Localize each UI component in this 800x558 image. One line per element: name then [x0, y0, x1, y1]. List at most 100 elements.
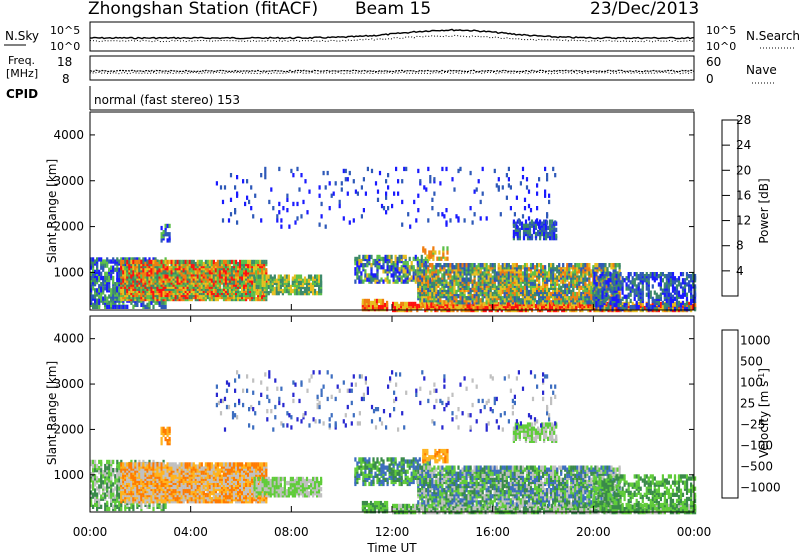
range-cell — [446, 246, 448, 250]
range-cell — [413, 275, 415, 279]
nsky-tick-low: 10^0 — [50, 40, 80, 53]
range-cell — [354, 257, 356, 261]
range-cell — [605, 307, 607, 311]
range-cell — [417, 294, 419, 298]
range-cell — [415, 255, 417, 259]
range-cell — [598, 263, 600, 267]
range-cell — [680, 303, 682, 307]
range-cell — [564, 290, 566, 294]
range-cell — [385, 255, 387, 259]
range-cell — [556, 265, 558, 269]
range-cell — [282, 277, 284, 281]
range-cell — [247, 260, 249, 264]
range-cell — [276, 287, 278, 291]
range-cell — [104, 276, 106, 280]
range-cell — [472, 280, 474, 284]
range-cell — [316, 291, 318, 295]
range-cell — [596, 263, 598, 267]
range-cell — [551, 232, 553, 236]
range-cell — [391, 267, 393, 271]
range-cell — [546, 292, 548, 296]
range-cell — [152, 278, 154, 282]
range-cell — [106, 276, 108, 280]
range-cell — [429, 269, 431, 273]
range-cell — [320, 279, 322, 283]
range-cell — [167, 274, 169, 278]
range-cell — [276, 279, 278, 283]
range-cell — [366, 273, 368, 277]
range-cell — [405, 261, 407, 265]
range-cell — [389, 255, 391, 259]
range-cell — [403, 255, 405, 259]
range-cell — [444, 257, 446, 261]
range-cell — [428, 250, 430, 254]
range-cell — [510, 284, 512, 288]
range-cell — [572, 280, 574, 284]
range-cell — [628, 293, 630, 297]
range-cell — [554, 273, 556, 277]
range-cell — [272, 291, 274, 295]
range-cell — [686, 272, 688, 276]
range-cell — [480, 298, 482, 302]
range-cell — [666, 280, 668, 284]
range-cell — [343, 169, 345, 173]
range-cell — [385, 179, 387, 183]
range-cell — [662, 289, 664, 293]
range-cell — [612, 297, 614, 301]
range-cell — [374, 280, 376, 284]
range-cell — [658, 282, 660, 286]
range-cell — [379, 171, 381, 175]
range-cell — [612, 307, 614, 311]
freq-tick-high: 18 — [57, 55, 72, 69]
range-cell — [508, 263, 510, 267]
range-cell — [376, 275, 378, 279]
range-cell — [672, 289, 674, 293]
cpid-mode: normal (fast stereo) 153 — [94, 93, 240, 107]
range-cell — [310, 275, 312, 279]
range-cell — [457, 300, 459, 304]
range-cell — [211, 278, 213, 282]
range-cell — [132, 272, 134, 276]
range-cell — [556, 294, 558, 298]
range-cell — [366, 263, 368, 267]
range-cell — [552, 275, 554, 279]
range-cell — [542, 300, 544, 304]
range-cell — [92, 278, 94, 282]
range-cell — [403, 273, 405, 277]
range-cell — [387, 280, 389, 284]
range-cell — [284, 275, 286, 279]
range-cell — [146, 303, 148, 307]
range-cell — [626, 305, 628, 309]
range-cell — [466, 275, 468, 279]
range-cell — [402, 302, 404, 306]
range-cell — [622, 286, 624, 290]
range-cell — [474, 280, 476, 284]
range-cell — [597, 301, 599, 305]
range-cell — [237, 297, 239, 301]
range-cell — [421, 255, 423, 259]
range-cell — [100, 292, 102, 296]
range-cell — [628, 302, 630, 306]
range-cell — [372, 273, 374, 277]
power-panel: 1000200030004000 Slant Range [km] 481216… — [45, 112, 771, 312]
range-cell — [300, 214, 302, 218]
range-cell — [108, 284, 110, 288]
nsky-tick-high: 10^5 — [50, 24, 80, 37]
range-cell — [403, 261, 405, 265]
range-cell — [258, 275, 260, 279]
range-cell — [360, 275, 362, 279]
range-cell — [590, 286, 592, 290]
range-cell — [636, 272, 638, 276]
range-cell — [540, 298, 542, 302]
range-cell — [114, 286, 116, 290]
range-cell — [419, 275, 421, 279]
range-cell — [578, 275, 580, 279]
range-cell — [364, 269, 366, 273]
range-cell — [609, 278, 611, 282]
range-cell — [624, 278, 626, 282]
range-cell — [530, 290, 532, 294]
range-cell — [306, 210, 308, 214]
range-cell — [329, 206, 331, 210]
range-cell — [688, 280, 690, 284]
range-cell — [425, 269, 427, 273]
